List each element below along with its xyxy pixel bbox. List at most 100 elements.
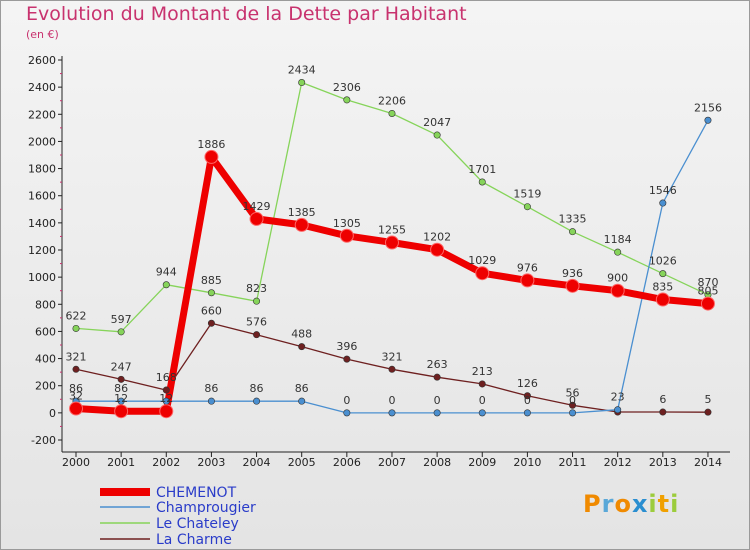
data-label: 1429 [243,200,271,213]
y-tick-label: 400 [35,353,56,366]
data-point [478,409,486,417]
data-label: 0 [343,394,350,407]
data-label: 2206 [378,94,406,107]
legend-label-champrougier: Champrougier [156,500,256,516]
data-point [339,228,354,243]
data-point [610,283,625,298]
y-tick-label: 800 [35,298,56,311]
data-point [520,273,535,288]
data-point [523,392,531,400]
data-point [162,281,170,289]
data-point [614,406,622,414]
data-label: 2434 [288,64,316,77]
data-label: 823 [246,282,267,295]
data-label: 2156 [694,101,722,114]
data-point [343,96,351,104]
legend-label-le-chateley: Le Chateley [156,516,239,532]
data-point [475,266,490,281]
x-tick-label: 2002 [152,456,180,469]
data-point [659,199,667,207]
data-label: 1255 [378,224,406,237]
data-label: 1385 [288,206,316,219]
data-point [117,328,125,336]
data-label: 12 [159,392,173,405]
data-label: 263 [427,358,448,371]
x-tick-label: 2003 [197,456,225,469]
data-point [384,235,399,250]
data-point [523,203,531,211]
data-label: 126 [517,377,538,390]
x-tick-label: 2011 [559,456,587,469]
data-point [204,149,219,164]
data-point [253,397,261,405]
data-label: 1202 [423,231,451,244]
data-point [298,79,306,87]
data-label: 1305 [333,217,361,230]
x-tick-label: 2004 [243,456,271,469]
data-point [700,296,715,311]
y-tick-label: 2000 [28,135,56,148]
data-point [298,397,306,405]
data-label: 86 [295,382,309,395]
data-point [159,404,174,419]
data-label: 870 [697,276,718,289]
y-tick-label: -200 [31,434,56,447]
data-label: 321 [66,350,87,363]
data-point [659,408,667,416]
x-tick-label: 2013 [649,456,677,469]
x-tick-label: 2008 [423,456,451,469]
data-point [253,331,261,339]
data-label: 1886 [197,138,225,151]
data-point [614,248,622,256]
y-tick-label: 0 [49,407,56,420]
data-point [704,408,712,416]
y-tick-label: 2400 [28,81,56,94]
data-label: 622 [66,309,87,322]
data-point [659,270,667,278]
data-label: 56 [566,386,580,399]
data-label: 944 [156,266,177,279]
data-point [433,131,441,139]
data-label: 12 [114,392,128,405]
data-label: 1029 [468,254,496,267]
data-label: 805 [697,285,718,298]
data-label: 576 [246,316,267,329]
data-label: 213 [472,365,493,378]
data-label: 86 [250,382,264,395]
x-tick-label: 2006 [333,456,361,469]
x-tick-label: 2007 [378,456,406,469]
data-point [207,397,215,405]
data-label: 488 [291,328,312,341]
data-point [343,355,351,363]
data-point [388,109,396,117]
data-point [433,409,441,417]
y-tick-label: 1400 [28,217,56,230]
data-label: 1701 [468,163,496,176]
data-point [114,404,129,419]
data-label: 2047 [423,116,451,129]
data-label: 900 [607,272,628,285]
data-point [294,217,309,232]
data-point [117,375,125,383]
x-tick-label: 2000 [62,456,90,469]
data-label: 247 [111,360,132,373]
x-tick-label: 2005 [288,456,316,469]
chart-subtitle: (en €) [26,28,59,41]
data-point [569,228,577,236]
y-tick-label: 600 [35,325,56,338]
data-label: 86 [114,382,128,395]
data-point [430,242,445,257]
data-point [569,401,577,409]
data-label: 0 [388,394,395,407]
proxiti-logo: Proxiti [583,490,680,518]
data-label: 32 [69,390,83,403]
data-point [523,409,531,417]
data-label: 936 [562,267,583,280]
data-label: 2306 [333,81,361,94]
data-point [478,178,486,186]
data-point [253,297,261,305]
data-label: 321 [381,350,402,363]
y-tick-label: 1000 [28,271,56,284]
data-point [207,289,215,297]
